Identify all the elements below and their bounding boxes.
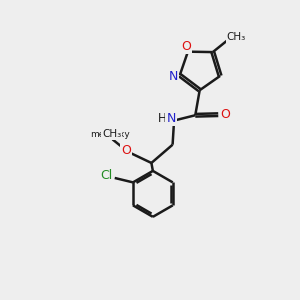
Text: methoxy: methoxy [90,130,130,139]
Text: N: N [167,112,176,125]
Text: CH₃: CH₃ [227,32,246,42]
Text: Cl: Cl [100,169,112,182]
Text: CH₃: CH₃ [102,129,122,139]
Text: methoxy: methoxy [115,132,121,133]
Text: H: H [158,112,167,125]
Text: O: O [220,108,230,121]
Text: O: O [182,40,191,53]
Text: N: N [169,70,178,83]
Text: O: O [121,144,131,157]
